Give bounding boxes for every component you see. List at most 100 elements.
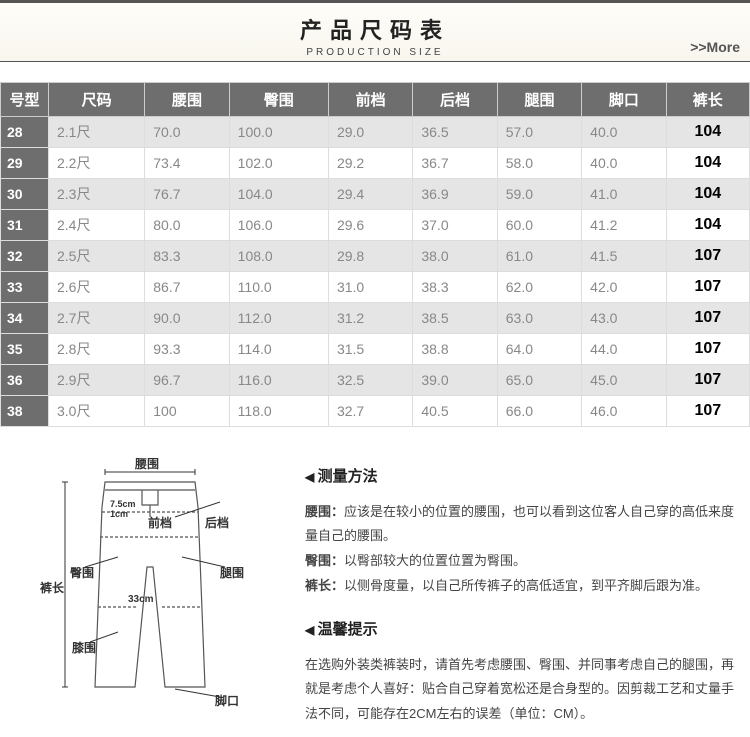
cell: 34 <box>1 303 49 334</box>
title-en: PRODUCTION SIZE <box>0 47 750 58</box>
cell: 39.0 <box>413 365 497 396</box>
cell: 38 <box>1 396 49 427</box>
cell: 36 <box>1 365 49 396</box>
cell: 2.8尺 <box>49 334 145 365</box>
svg-text:1cm: 1cm <box>110 509 128 519</box>
cell: 32.5 <box>328 365 412 396</box>
more-link[interactable]: >>More <box>690 39 740 55</box>
title-cn: 产品尺码表 <box>0 13 750 45</box>
cell: 73.4 <box>145 148 229 179</box>
measure-kuchang: 裤长：以侧骨度量，以自己所传裤子的高低适宜，到平齐脚后跟为准。 <box>305 574 735 599</box>
cell: 29 <box>1 148 49 179</box>
cell: 38.0 <box>413 241 497 272</box>
cell: 2.2尺 <box>49 148 145 179</box>
cell: 29.2 <box>328 148 412 179</box>
table-row: 302.3尺76.7104.029.436.959.041.0104 <box>1 179 750 210</box>
header: 产品尺码表 PRODUCTION SIZE >>More <box>0 0 750 62</box>
cell: 35 <box>1 334 49 365</box>
cell: 80.0 <box>145 210 229 241</box>
cell: 36.9 <box>413 179 497 210</box>
cell: 90.0 <box>145 303 229 334</box>
cell: 2.6尺 <box>49 272 145 303</box>
cell: 30 <box>1 179 49 210</box>
cell: 41.2 <box>582 210 666 241</box>
cell: 2.1尺 <box>49 117 145 148</box>
cell: 118.0 <box>229 396 328 427</box>
cell: 31.2 <box>328 303 412 334</box>
size-table: 号型尺码腰围臀围前档后档腿围脚口裤长 282.1尺70.0100.029.036… <box>0 82 750 427</box>
cell: 106.0 <box>229 210 328 241</box>
svg-text:7.5cm: 7.5cm <box>110 499 136 509</box>
cell: 2.4尺 <box>49 210 145 241</box>
cell: 37.0 <box>413 210 497 241</box>
cell: 107 <box>666 272 749 303</box>
cell: 70.0 <box>145 117 229 148</box>
svg-text:膝围: 膝围 <box>72 640 96 655</box>
col-8: 裤长 <box>666 83 749 117</box>
svg-text:腿围: 腿围 <box>220 565 244 580</box>
cell: 100.0 <box>229 117 328 148</box>
cell: 41.5 <box>582 241 666 272</box>
tip-text: 在选购外装类裤装时，请首先考虑腰围、臀围、并同事考虑自己的腿围，再就是考虑个人喜… <box>305 653 735 727</box>
cell: 41.0 <box>582 179 666 210</box>
cell: 104 <box>666 210 749 241</box>
col-5: 后档 <box>413 83 497 117</box>
cell: 2.7尺 <box>49 303 145 334</box>
cell: 40.0 <box>582 148 666 179</box>
cell: 28 <box>1 117 49 148</box>
col-0: 号型 <box>1 83 49 117</box>
cell: 43.0 <box>582 303 666 334</box>
cell: 42.0 <box>582 272 666 303</box>
cell: 65.0 <box>497 365 581 396</box>
cell: 116.0 <box>229 365 328 396</box>
cell: 32 <box>1 241 49 272</box>
cell: 29.8 <box>328 241 412 272</box>
cell: 83.3 <box>145 241 229 272</box>
cell: 38.5 <box>413 303 497 334</box>
cell: 104.0 <box>229 179 328 210</box>
cell: 62.0 <box>497 272 581 303</box>
cell: 114.0 <box>229 334 328 365</box>
cell: 93.3 <box>145 334 229 365</box>
cell: 112.0 <box>229 303 328 334</box>
cell: 107 <box>666 365 749 396</box>
cell: 29.0 <box>328 117 412 148</box>
cell: 31.5 <box>328 334 412 365</box>
table-row: 383.0尺100118.032.740.566.046.0107 <box>1 396 750 427</box>
svg-text:后档: 后档 <box>205 515 229 530</box>
table-row: 312.4尺80.0106.029.637.060.041.2104 <box>1 210 750 241</box>
cell: 86.7 <box>145 272 229 303</box>
cell: 108.0 <box>229 241 328 272</box>
cell: 64.0 <box>497 334 581 365</box>
cell: 40.0 <box>582 117 666 148</box>
cell: 31.0 <box>328 272 412 303</box>
cell: 107 <box>666 241 749 272</box>
measure-title: 测量方法 <box>305 463 735 492</box>
svg-text:臀围: 臀围 <box>70 565 94 580</box>
cell: 38.8 <box>413 334 497 365</box>
cell: 36.7 <box>413 148 497 179</box>
cell: 32.7 <box>328 396 412 427</box>
cell: 46.0 <box>582 396 666 427</box>
cell: 2.5尺 <box>49 241 145 272</box>
measure-yaowei: 腰围：应该是在较小的位置的腰围，也可以看到这位客人自己穿的高低来度量自己的腰围。 <box>305 500 735 549</box>
table-row: 322.5尺83.3108.029.838.061.041.5107 <box>1 241 750 272</box>
cell: 104 <box>666 148 749 179</box>
col-4: 前档 <box>328 83 412 117</box>
svg-text:裤长: 裤长 <box>40 580 65 595</box>
cell: 3.0尺 <box>49 396 145 427</box>
cell: 38.3 <box>413 272 497 303</box>
cell: 58.0 <box>497 148 581 179</box>
svg-text:腰围: 腰围 <box>134 457 159 471</box>
cell: 107 <box>666 396 749 427</box>
cell: 59.0 <box>497 179 581 210</box>
cell: 2.3尺 <box>49 179 145 210</box>
col-1: 尺码 <box>49 83 145 117</box>
measure-tunwei: 臀围：以臀部较大的位置位置为臀围。 <box>305 549 735 574</box>
cell: 107 <box>666 303 749 334</box>
cell: 76.7 <box>145 179 229 210</box>
cell: 29.6 <box>328 210 412 241</box>
cell: 96.7 <box>145 365 229 396</box>
cell: 31 <box>1 210 49 241</box>
table-row: 342.7尺90.0112.031.238.563.043.0107 <box>1 303 750 334</box>
